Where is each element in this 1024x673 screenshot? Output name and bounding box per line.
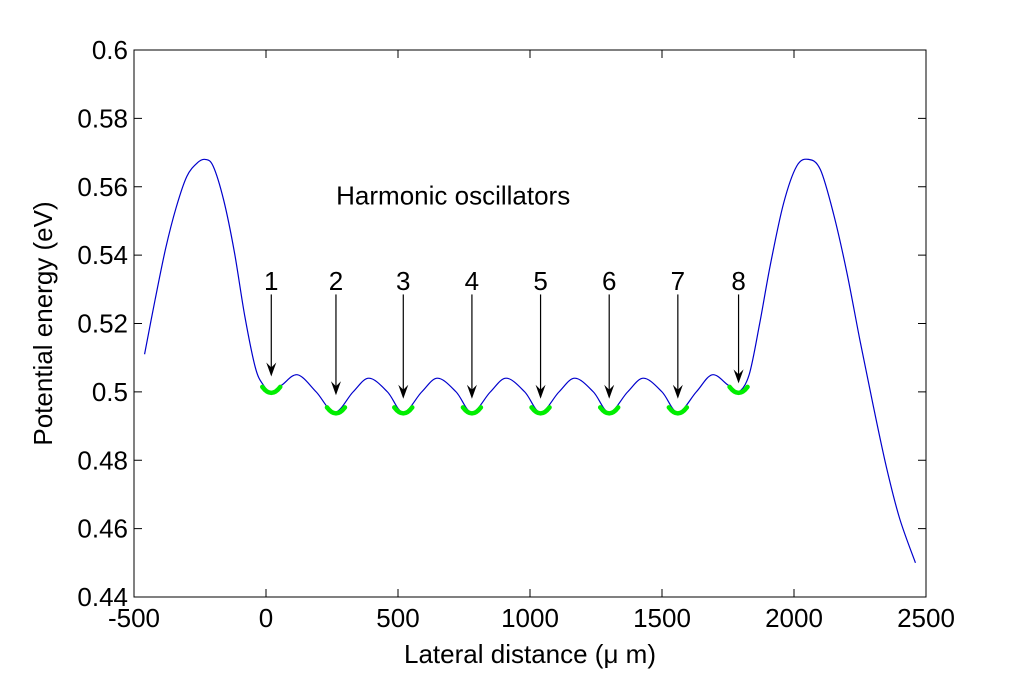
oscillator-label: 4 xyxy=(465,266,479,296)
x-tick-label: 2500 xyxy=(897,603,955,633)
y-tick-label: 0.46 xyxy=(77,514,128,544)
x-axis-ticks: -500 0 500 1000 1500 2000 2500 xyxy=(108,50,955,633)
arrow-head xyxy=(266,362,277,377)
y-tick-label: 0.6 xyxy=(92,35,128,65)
x-tick-label: 0 xyxy=(259,603,273,633)
oscillator-minima xyxy=(260,384,750,416)
plot-area xyxy=(133,49,927,598)
annotation-title: Harmonic oscillators xyxy=(336,180,570,210)
oscillator-label: 8 xyxy=(731,266,745,296)
oscillator-label: 5 xyxy=(533,266,547,296)
oscillator-minimum xyxy=(727,384,750,396)
oscillator-minimum xyxy=(529,405,552,416)
oscillator-label: 6 xyxy=(602,266,616,296)
x-axis-label: Lateral distance (μ m) xyxy=(404,639,656,669)
potential-curve xyxy=(143,158,917,564)
y-tick-label: 0.5 xyxy=(92,377,128,407)
y-tick-label: 0.58 xyxy=(77,103,128,133)
y-tick-label: 0.52 xyxy=(77,309,128,339)
arrow-head xyxy=(535,384,546,399)
oscillator-label: 7 xyxy=(671,266,685,296)
oscillator-minimum xyxy=(460,405,484,416)
arrow-head xyxy=(330,381,341,396)
arrow-head xyxy=(604,384,615,399)
oscillator-minimum xyxy=(666,405,690,416)
x-tick-label: 1500 xyxy=(633,603,691,633)
arrow-head xyxy=(672,384,683,399)
oscillator-label: 2 xyxy=(329,266,343,296)
x-tick-label: -500 xyxy=(108,603,160,633)
y-tick-label: 0.44 xyxy=(77,582,128,612)
x-tick-label: 2000 xyxy=(765,603,823,633)
arrow-head xyxy=(733,369,744,384)
y-tick-label: 0.56 xyxy=(77,172,128,202)
oscillator-minimum xyxy=(392,405,415,416)
y-axis-label: Potential energy (eV) xyxy=(28,201,58,445)
annotations: 1 2 3 4 5 6 7 8 xyxy=(264,266,746,399)
oscillator-minimum xyxy=(324,405,348,416)
y-tick-label: 0.48 xyxy=(77,445,128,475)
y-tick-label: 0.54 xyxy=(77,240,128,270)
oscillator-label: 1 xyxy=(264,266,278,296)
arrow-head xyxy=(398,384,409,399)
series-layer xyxy=(143,158,917,564)
oscillator-minimum xyxy=(260,384,283,396)
arrow-head xyxy=(466,384,477,399)
oscillator-label: 3 xyxy=(396,266,410,296)
x-tick-label: 1000 xyxy=(501,603,559,633)
y-axis-ticks: 0.44 0.46 0.48 0.5 0.52 0.54 0.56 0.58 0.6 xyxy=(77,35,926,612)
oscillator-minimum xyxy=(597,405,621,416)
x-tick-label: 500 xyxy=(376,603,419,633)
